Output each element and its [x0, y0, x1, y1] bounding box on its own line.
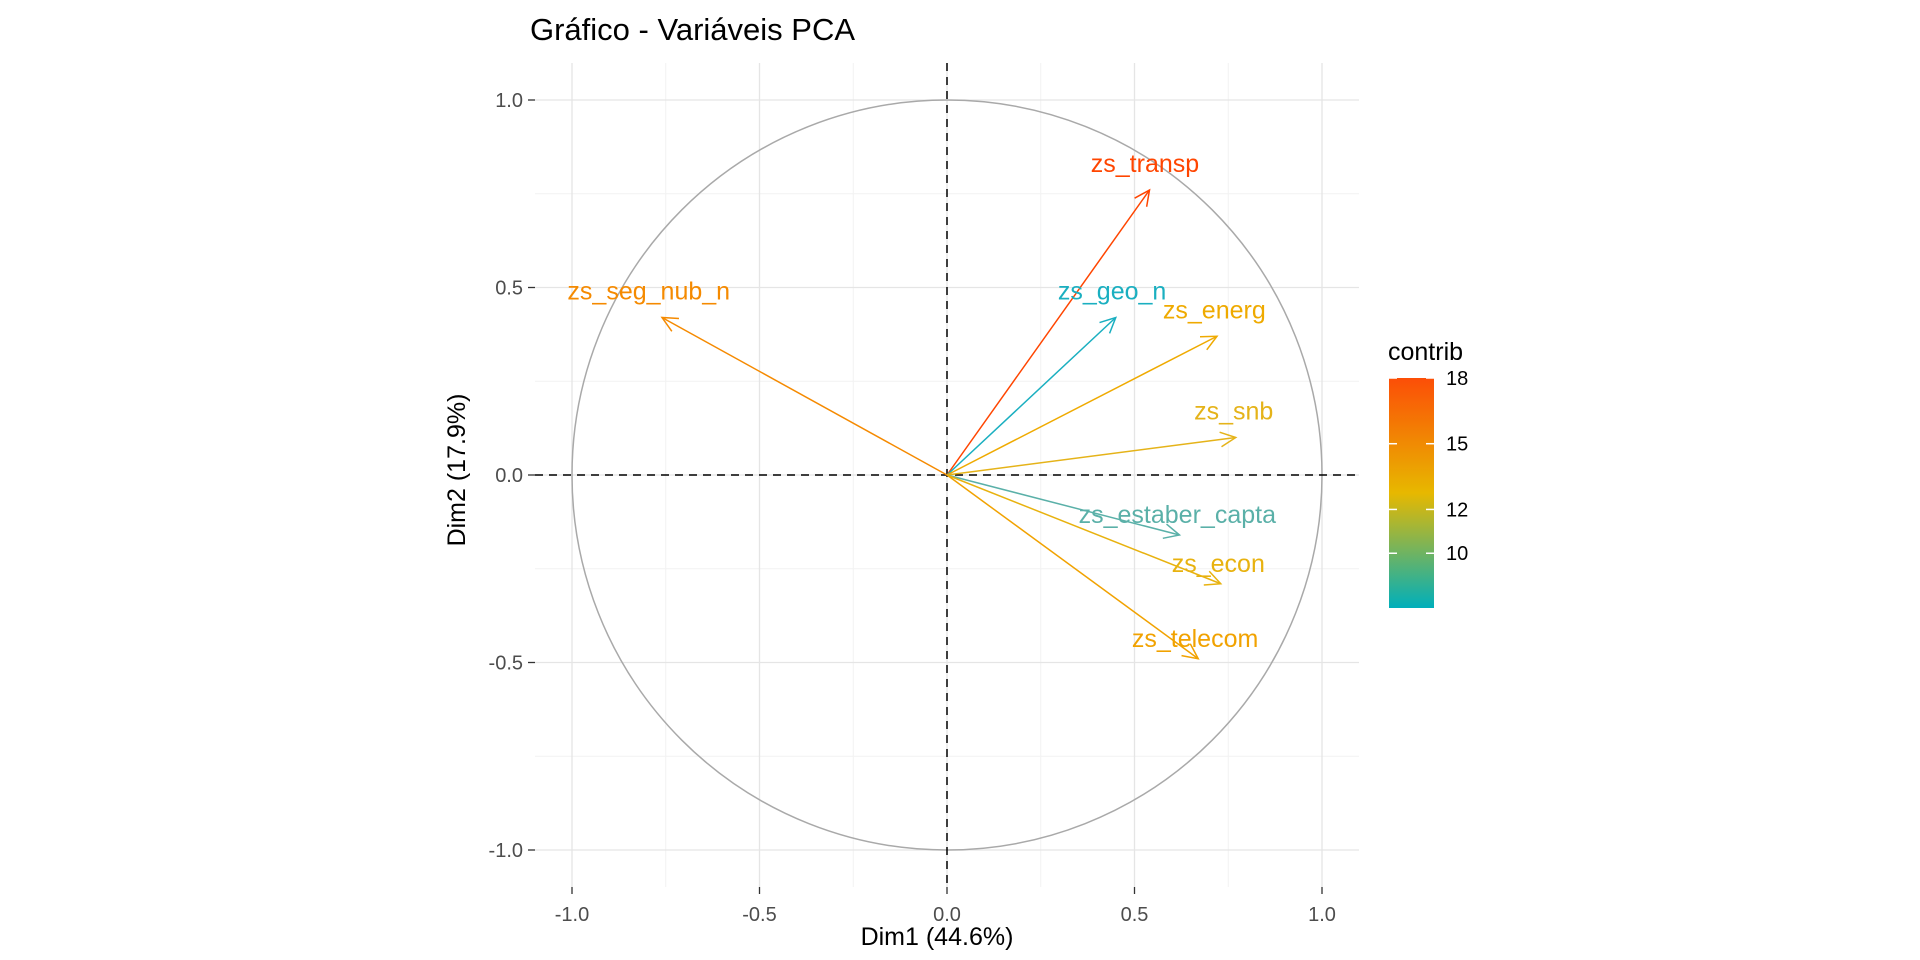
x-axis-ticks: -1.0 -0.5 0.0 0.5 1.0 — [555, 887, 1336, 926]
arrowhead-zs_seg_nub_n — [660, 316, 680, 332]
label-zs_estaber_capta: zs_estaber_capta — [1079, 501, 1276, 529]
arrow-zs_transp — [946, 189, 1151, 476]
x-tick-label: -1.0 — [555, 904, 589, 926]
arrow-zs_telecom — [946, 474, 1199, 660]
y-tick-label: 1.0 — [495, 90, 523, 112]
label-zs_snb: zs_snb — [1194, 398, 1273, 426]
arrowhead-zs_estaber_capta — [1162, 523, 1182, 540]
x-tick-label: 0.0 — [933, 904, 961, 926]
arrowhead-zs_econ — [1203, 570, 1223, 586]
label-zs_transp: zs_transp — [1091, 150, 1199, 178]
legend-title: contrib — [1388, 338, 1463, 366]
y-axis-title: Dim2 (17.9%) — [443, 394, 471, 547]
arrow-zs_seg_nub_n — [661, 316, 948, 476]
label-zs_geo_n: zs_geo_n — [1058, 278, 1166, 306]
arrow-zs_snb — [946, 436, 1236, 476]
x-tick-label: 0.5 — [1121, 904, 1149, 926]
y-tick-label: -0.5 — [489, 653, 523, 675]
y-tick-label: -1.0 — [489, 840, 523, 862]
label-zs_energ: zs_energ — [1163, 296, 1266, 324]
arrowhead-zs_geo_n — [1099, 316, 1118, 334]
y-axis-ticks: -1.0 -0.5 0.0 0.5 1.0 — [489, 90, 535, 862]
x-tick-label: 1.0 — [1308, 904, 1336, 926]
arrow-zs_econ — [946, 474, 1222, 585]
legend-tick-label: 12 — [1446, 499, 1468, 521]
arrow-zs_estaber_capta — [946, 474, 1180, 536]
arrow-zs_energ — [946, 335, 1218, 476]
variable-labels: zs_transp zs_seg_nub_n zs_geo_nzs_energ zs_… — [567, 150, 1276, 653]
variable-arrows — [660, 188, 1238, 660]
legend-tick-label: 18 — [1446, 368, 1468, 390]
label-zs_telecom: zs_telecom — [1132, 625, 1258, 653]
arrowhead-zs_energ — [1199, 335, 1219, 351]
arrowhead-zs_snb — [1219, 431, 1238, 448]
y-tick-label: 0.0 — [495, 465, 523, 487]
legend-tick-label: 15 — [1446, 434, 1468, 456]
arrowhead-zs_transp — [1134, 188, 1151, 207]
y-tick-label: 0.5 — [495, 278, 523, 300]
label-zs_econ: zs_econ — [1172, 550, 1265, 578]
chart-title: Gráfico - Variáveis PCA — [530, 12, 855, 47]
label-zs_seg_nub_n: zs_seg_nub_n — [567, 278, 730, 306]
x-tick-label: -0.5 — [742, 904, 776, 926]
legend-colorbar — [1389, 378, 1434, 608]
contrib-legend: contrib 18 15 12 10 — [1388, 338, 1468, 608]
legend-ticks: 18 15 12 10 — [1389, 368, 1468, 565]
plot-panel: zs_transp zs_seg_nub_n zs_geo_nzs_energ zs_… — [535, 63, 1359, 887]
x-axis-title: Dim1 (44.6%) — [861, 923, 1014, 951]
arrowhead-zs_telecom — [1181, 643, 1200, 660]
legend-tick-label: 10 — [1446, 543, 1468, 565]
arrow-zs_geo_n — [946, 316, 1117, 476]
